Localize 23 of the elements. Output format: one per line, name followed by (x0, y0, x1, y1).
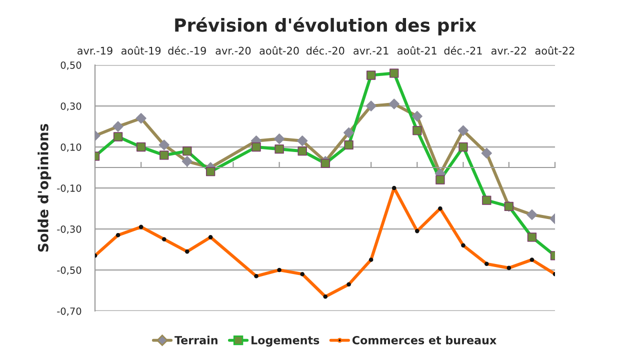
y-tick-label: -0,50 (57, 266, 82, 275)
x-tick-label: août-21 (398, 46, 436, 55)
y-tick-label: -0,70 (57, 307, 82, 316)
x-tick-label: août-20 (260, 46, 299, 55)
y-tick-label: -0,10 (57, 184, 82, 193)
y-tick-label: 0,50 (60, 61, 82, 70)
x-tick-label: déc.-20 (306, 46, 344, 55)
x-tick-label: août-19 (121, 46, 161, 55)
x-tick-label: avr.-19 (78, 46, 112, 55)
legend-label: Terrain (174, 336, 218, 344)
y-tick-label: 0,10 (60, 143, 82, 152)
x-tick-label: avr.-20 (216, 46, 251, 55)
x-tick-label: avr.-21 (354, 46, 388, 55)
legend-label: Commerces et bureaux (352, 336, 496, 344)
y-axis-title: Solde d'opinions (38, 124, 52, 252)
y-tick-label: 0,30 (60, 102, 82, 111)
legend-label: Logements (252, 336, 320, 347)
x-tick-label: avr.-22 (491, 46, 526, 55)
x-tick-label: déc.-19 (168, 46, 206, 55)
chart-title: Prévision d'évolution des prix (175, 17, 476, 36)
y-tick-label: -0,30 (57, 225, 82, 234)
x-tick-label: août-22 (535, 46, 574, 55)
x-tick-label: déc.-21 (444, 46, 482, 55)
